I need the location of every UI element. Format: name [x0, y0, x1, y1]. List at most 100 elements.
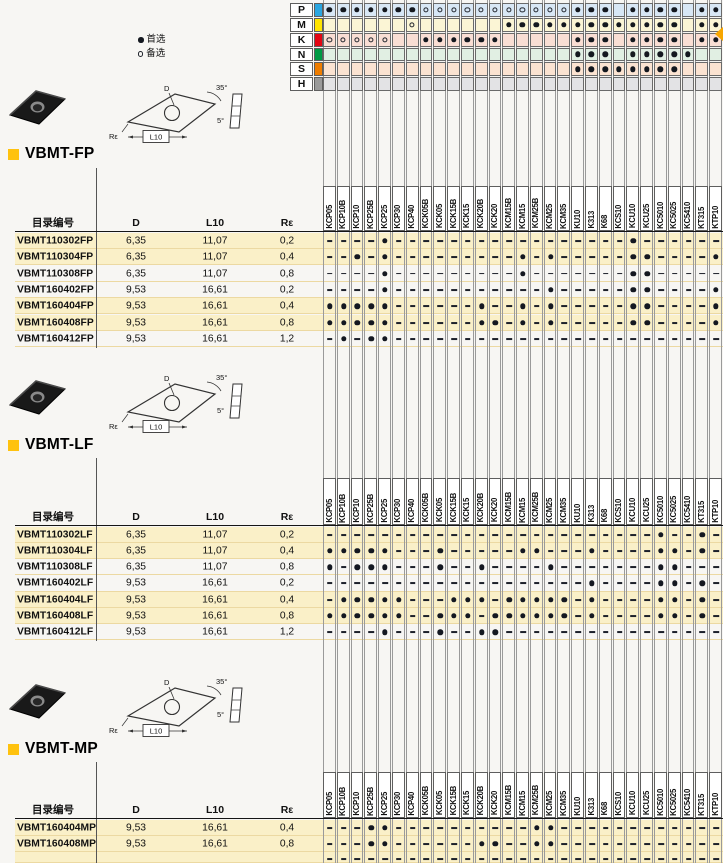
iso-cell — [516, 3, 529, 17]
first-choice-dot-icon — [533, 22, 539, 28]
dimension-value: 9,53 — [125, 333, 147, 345]
catalog-number: VBMT160408FP — [17, 317, 94, 329]
iso-cell — [695, 32, 709, 47]
first-choice-dot-icon — [588, 36, 595, 43]
grade-dash — [520, 239, 526, 242]
grade-available-dot — [644, 303, 650, 309]
grade-header: KTP10 — [709, 772, 722, 818]
table-row — [15, 559, 723, 576]
iso-cell — [681, 3, 695, 17]
grade-header-label: KCM35 — [558, 790, 568, 816]
grade-dash — [644, 549, 650, 552]
grade-header-label: KCP05 — [324, 204, 334, 229]
grade-available-dot — [630, 303, 637, 309]
catalog-number: VBMT160404MP — [17, 822, 96, 834]
grade-header-label: KCP30 — [393, 204, 403, 229]
grade-available-dot — [589, 596, 595, 603]
grade-dash — [602, 582, 609, 585]
grade-dash — [547, 858, 554, 861]
grade-dash — [644, 631, 650, 634]
grade-dash — [547, 631, 554, 634]
grade-dash — [575, 288, 581, 291]
grade-dash — [561, 842, 568, 845]
grade-dash — [658, 272, 664, 275]
grade-header: KCM25 — [543, 772, 557, 818]
grade-available-dot — [644, 270, 650, 277]
grade-dash — [465, 842, 471, 845]
iso-cell — [612, 47, 626, 62]
grade-dash — [478, 614, 485, 617]
grade-dash — [575, 533, 581, 536]
grade-dash — [327, 842, 333, 845]
grade-available-dot — [658, 596, 664, 603]
grade-header: KCM35 — [557, 772, 571, 818]
first-choice-dot-icon — [643, 51, 650, 58]
grade-dash — [465, 826, 471, 829]
grade-dash — [396, 582, 402, 585]
iso-cell — [364, 17, 378, 32]
iso-cell — [557, 62, 571, 77]
grade-header: K313 — [585, 772, 598, 818]
iso-cell — [709, 62, 722, 77]
grade-dash — [396, 338, 402, 341]
grade-available-dot — [327, 319, 333, 326]
grade-dash — [451, 338, 457, 341]
table-column-header: 目录编号 — [32, 510, 74, 523]
grade-available-dot — [713, 254, 719, 260]
grade-header: KCK20 — [488, 186, 502, 231]
iso-cell — [529, 3, 543, 17]
iso-cell — [571, 32, 585, 47]
grade-available-dot — [437, 629, 443, 635]
grade-dash — [451, 549, 457, 552]
grade-available-dot — [658, 531, 664, 538]
grade-dash — [354, 338, 361, 341]
grade-dash — [616, 338, 623, 341]
iso-row-color-swatch — [314, 3, 323, 17]
grade-dash — [465, 321, 471, 324]
first-choice-dot-icon — [630, 7, 636, 13]
grade-dash — [465, 549, 471, 552]
dimension-value: 9,53 — [125, 626, 147, 638]
grade-available-dot — [547, 596, 554, 603]
dimension-value: 9,53 — [125, 610, 147, 622]
grade-dash — [589, 533, 595, 536]
grade-header-label: KCP10B — [338, 199, 348, 229]
grade-header-label: KCM35 — [558, 203, 568, 229]
grade-column-line — [323, 0, 336, 863]
grade-header-label: KCK20 — [490, 204, 500, 229]
iso-cell — [419, 77, 433, 92]
table-row — [15, 282, 723, 299]
grade-column-line — [585, 0, 598, 863]
grade-available-dot — [327, 564, 333, 570]
grade-header: KCK05 — [433, 186, 447, 231]
grade-dash — [685, 614, 692, 617]
grade-available-dot — [492, 841, 499, 847]
grade-available-dot — [644, 287, 650, 293]
grade-available-dot — [672, 613, 678, 619]
iso-cell — [405, 62, 419, 77]
grade-column-line — [502, 0, 516, 863]
grade-dash — [437, 598, 444, 601]
grade-dash — [465, 858, 471, 861]
grade-dash — [533, 239, 540, 242]
iso-cell — [709, 77, 722, 92]
iso-cell — [612, 17, 626, 32]
grade-dash — [423, 598, 430, 601]
grade-dash — [616, 614, 623, 617]
iso-cell — [323, 47, 336, 62]
grade-header-label: KCP10B — [338, 786, 348, 816]
iso-cell — [502, 47, 516, 62]
grade-dash — [699, 288, 706, 291]
first-choice-dot-icon — [340, 7, 346, 13]
grade-header: KCK15 — [460, 772, 474, 818]
grade-header: KCM25B — [529, 478, 543, 525]
dimension-value: 6,35 — [125, 268, 147, 279]
grade-dash — [713, 858, 719, 861]
yellow-square-bullet-icon — [8, 743, 19, 755]
grade-dash — [561, 549, 568, 552]
grade-header: KU10 — [571, 186, 585, 231]
table-top-rule — [15, 230, 723, 233]
grade-available-dot — [478, 596, 485, 603]
grade-available-dot — [382, 254, 388, 260]
grade-dash — [602, 338, 609, 341]
